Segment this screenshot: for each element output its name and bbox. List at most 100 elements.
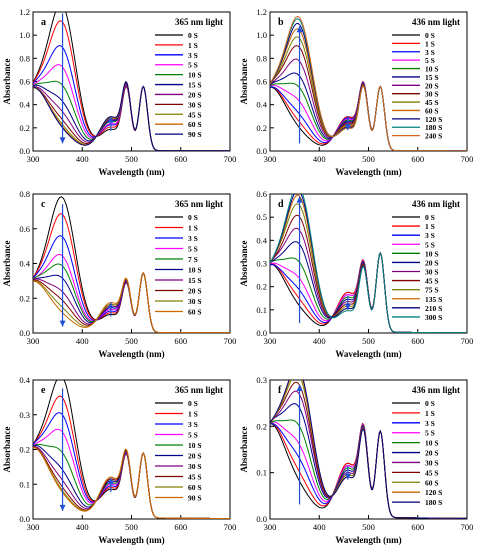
series-line-90s	[33, 447, 230, 519]
y-tick-label: 0.1	[256, 305, 267, 315]
y-tick-label: 0.2	[19, 293, 30, 303]
legend-label: 45 S	[425, 277, 439, 286]
y-tick-label: 0.5	[256, 212, 267, 222]
legend-label: 90 S	[188, 130, 202, 139]
y-axis-label: Absorbance	[239, 58, 249, 104]
x-tick-label: 700	[224, 154, 237, 164]
y-tick-label: 0.4	[256, 235, 267, 245]
legend-label: 3 S	[425, 48, 435, 57]
arrowhead-down	[59, 320, 66, 327]
y-axis-label: Absorbance	[239, 426, 249, 472]
x-axis-label: Wavelength (nm)	[98, 535, 164, 545]
arrowhead-up	[107, 116, 114, 123]
x-tick-label: 400	[313, 336, 326, 346]
x-axis-label: Wavelength (nm)	[335, 167, 401, 177]
series-group	[33, 196, 230, 333]
x-tick-label: 700	[461, 154, 474, 164]
legend-label: 5 S	[425, 56, 435, 65]
legend-label: 30 S	[425, 458, 439, 467]
legend-label: 3 S	[188, 234, 198, 243]
x-tick-label: 700	[461, 336, 474, 346]
legend-label: 120 S	[425, 115, 442, 124]
panel-letter: b	[278, 17, 284, 28]
x-tick-label: 500	[362, 154, 375, 164]
y-tick-label: 0.0	[19, 514, 30, 524]
y-tick-label: 0.1	[19, 479, 30, 489]
legend-label: 15 S	[188, 276, 202, 285]
y-tick-label: 0.4	[19, 259, 30, 269]
legend-label: 10 S	[188, 441, 202, 450]
y-tick-label: 0.4	[256, 100, 267, 110]
y-tick-label: 1.2	[19, 7, 30, 17]
x-axis-label: Wavelength (nm)	[98, 349, 164, 359]
y-tick-label: 0.0	[256, 328, 267, 338]
x-tick-label: 600	[174, 336, 187, 346]
y-tick-label: 0.6	[256, 77, 267, 87]
y-tick-label: 0.0	[256, 514, 267, 524]
y-tick-label: 0.6	[256, 189, 267, 199]
y-tick-label: 0.0	[19, 146, 30, 156]
legend-label: 180 S	[425, 498, 442, 507]
y-tick-label: 0.8	[19, 189, 30, 199]
legend-label: 240 S	[425, 132, 442, 141]
legend-label: 5 S	[425, 240, 435, 249]
legend-label: 3 S	[425, 231, 435, 240]
legend-label: 1 S	[425, 39, 435, 48]
legend-label: 1 S	[188, 41, 198, 50]
legend-label: 1 S	[188, 224, 198, 233]
x-tick-label: 300	[264, 336, 277, 346]
legend-label: 0 S	[188, 213, 198, 222]
y-tick-label: 1.0	[19, 30, 30, 40]
series-line-60s	[33, 272, 230, 333]
legend-label: 60 S	[425, 478, 439, 487]
arrowhead-down	[344, 303, 351, 310]
legend-label: 30 S	[425, 90, 439, 99]
y-tick-label: 0.6	[19, 77, 30, 87]
y-tick-label: 0.6	[19, 224, 30, 234]
legend-label: 45 S	[425, 468, 439, 477]
arrowhead-down	[344, 124, 351, 131]
legend-label: 5 S	[188, 61, 198, 70]
legend-label: 300 S	[425, 313, 442, 322]
series-line-240s	[270, 15, 467, 151]
x-tick-label: 500	[125, 522, 138, 532]
series-line-90s	[33, 81, 230, 151]
x-tick-label: 400	[76, 522, 89, 532]
legend-label: 20 S	[188, 90, 202, 99]
legend-label: 1 S	[188, 410, 198, 419]
y-tick-label: 0.2	[19, 123, 30, 133]
series-line-300s	[270, 194, 467, 333]
series-group	[270, 15, 467, 151]
light-annotation: 436 nm light	[412, 385, 460, 395]
legend-label: 10 S	[425, 65, 439, 74]
legend-label: 20 S	[188, 452, 202, 461]
x-axis-label: Wavelength (nm)	[335, 535, 401, 545]
x-axis-label: Wavelength (nm)	[98, 167, 164, 177]
chart-panel-f: 300 400 500 600 700 0.0 0.1 0.2 0.3 Wavelength (n…	[239, 375, 473, 545]
y-tick-label: 0.2	[19, 445, 30, 455]
x-tick-label: 400	[76, 154, 89, 164]
light-annotation: 365 nm light	[175, 199, 223, 209]
legend-label: 60 S	[188, 308, 202, 317]
arrowhead-up	[296, 384, 303, 391]
light-annotation: 365 nm light	[175, 385, 223, 395]
arrowhead-down	[344, 473, 351, 480]
series-group	[33, 380, 230, 519]
light-annotation: 436 nm light	[412, 17, 460, 27]
x-tick-label: 500	[362, 522, 375, 532]
series-group	[33, 12, 230, 151]
arrowhead-up	[107, 478, 114, 485]
legend-label: 5 S	[188, 431, 198, 440]
legend-label: 0 S	[188, 399, 198, 408]
x-tick-label: 700	[224, 336, 237, 346]
arrowhead-up	[296, 26, 303, 33]
arrowhead-up	[107, 302, 114, 309]
legend-label: 20 S	[425, 81, 439, 90]
legend-label: 3 S	[188, 420, 198, 429]
legend-label: 20 S	[425, 449, 439, 458]
panel-letter: f	[278, 385, 282, 396]
y-axis-label: Absorbance	[2, 240, 12, 286]
series-group	[270, 194, 467, 333]
